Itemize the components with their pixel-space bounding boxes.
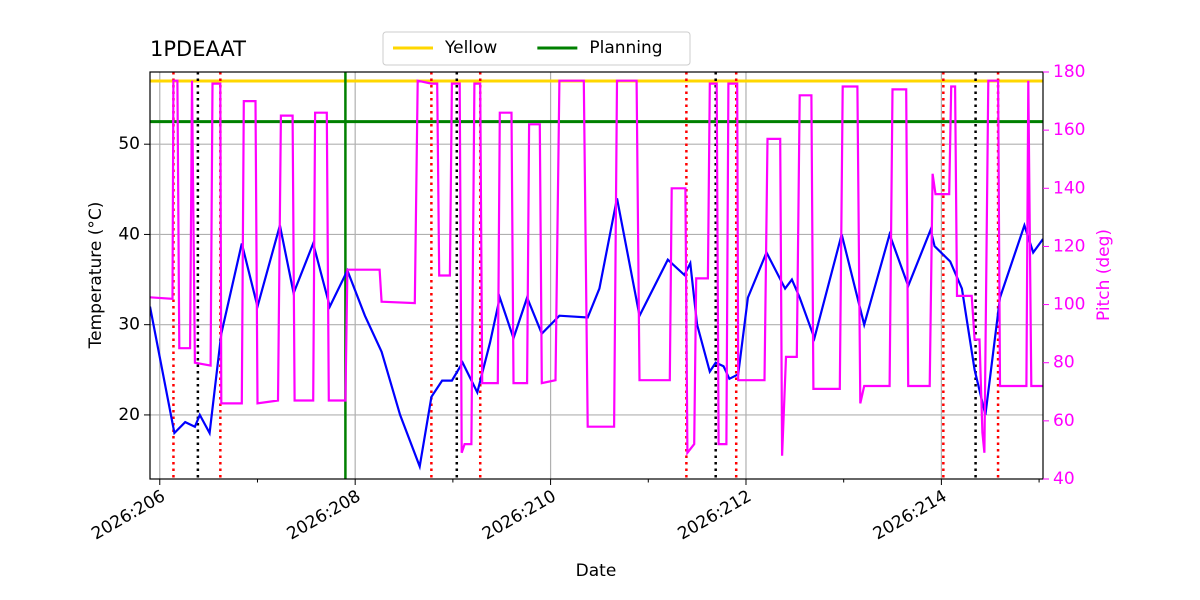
x-tick-label: 2026:214 <box>870 486 951 544</box>
y2-tick-label: 80 <box>1053 353 1075 373</box>
legend-box <box>382 31 691 66</box>
y2-axis-label: Pitch (deg) <box>1094 229 1114 321</box>
x-tick-label: 2026:208 <box>284 486 365 544</box>
x-axis-label: Date <box>576 561 617 581</box>
x-tick-label: 2026:212 <box>674 486 755 544</box>
series-line <box>150 198 1043 471</box>
x-tick-label: 2026:210 <box>479 486 560 544</box>
y-tick-label: 40 <box>118 224 140 244</box>
legend-label: Yellow <box>444 38 497 58</box>
y-tick-label: 50 <box>118 134 140 154</box>
legend-label: Planning <box>589 38 662 58</box>
legend: Yellow Planning <box>382 31 691 66</box>
y-tick-label: 30 <box>118 315 140 335</box>
y-axis-label: Temperature (°C) <box>86 202 106 350</box>
y2-tick-label: 40 <box>1053 469 1075 489</box>
y-tick-label: 20 <box>118 405 140 425</box>
x-tick-label: 2026:206 <box>88 486 169 544</box>
y2-tick-label: 160 <box>1053 120 1085 140</box>
series-line <box>150 79 1043 456</box>
chart-title: 1PDEAAT <box>150 37 246 61</box>
y2-tick-label: 120 <box>1053 236 1085 256</box>
plot-area <box>150 72 1043 479</box>
y2-tick-label: 180 <box>1053 62 1085 82</box>
y2-tick-label: 140 <box>1053 178 1085 198</box>
y2-tick-label: 60 <box>1053 411 1075 431</box>
plot-frame <box>149 71 1044 480</box>
y2-tick-label: 100 <box>1053 295 1085 315</box>
